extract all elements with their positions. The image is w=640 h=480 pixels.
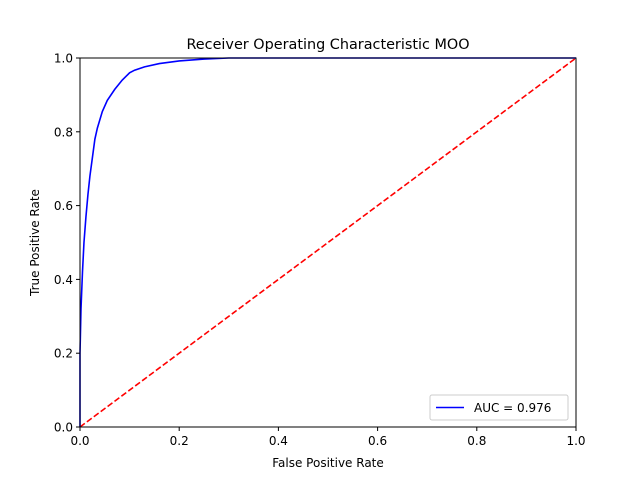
x-tick-label: 0.2 xyxy=(170,434,189,448)
y-tick-label: 0.6 xyxy=(54,199,73,213)
x-tick-label: 0.8 xyxy=(467,434,486,448)
x-axis-label: False Positive Rate xyxy=(272,456,384,470)
x-axis-ticks: 0.0 0.2 0.4 0.6 0.8 1.0 xyxy=(70,427,586,448)
y-tick-label: 0.4 xyxy=(54,273,73,287)
y-tick-label: 1.0 xyxy=(54,52,73,66)
chart-title: Receiver Operating Characteristic MOO xyxy=(186,37,469,53)
y-tick-label: 0.8 xyxy=(54,125,73,139)
legend: AUC = 0.976 xyxy=(429,394,569,421)
plot-frame xyxy=(79,57,577,428)
x-tick-label: 1.0 xyxy=(566,434,585,448)
x-tick-label: 0.6 xyxy=(368,434,387,448)
y-axis-label: True Positive Rate xyxy=(28,189,42,297)
y-tick-label: 0.2 xyxy=(54,347,73,361)
x-tick-label: 0.4 xyxy=(269,434,288,448)
legend-label-auc: AUC = 0.976 xyxy=(474,401,551,415)
x-tick-label: 0.0 xyxy=(70,434,89,448)
y-axis-ticks: 0.0 0.2 0.4 0.6 0.8 1.0 xyxy=(54,52,80,435)
legend-box xyxy=(429,394,569,421)
y-tick-label: 0.0 xyxy=(54,421,73,435)
